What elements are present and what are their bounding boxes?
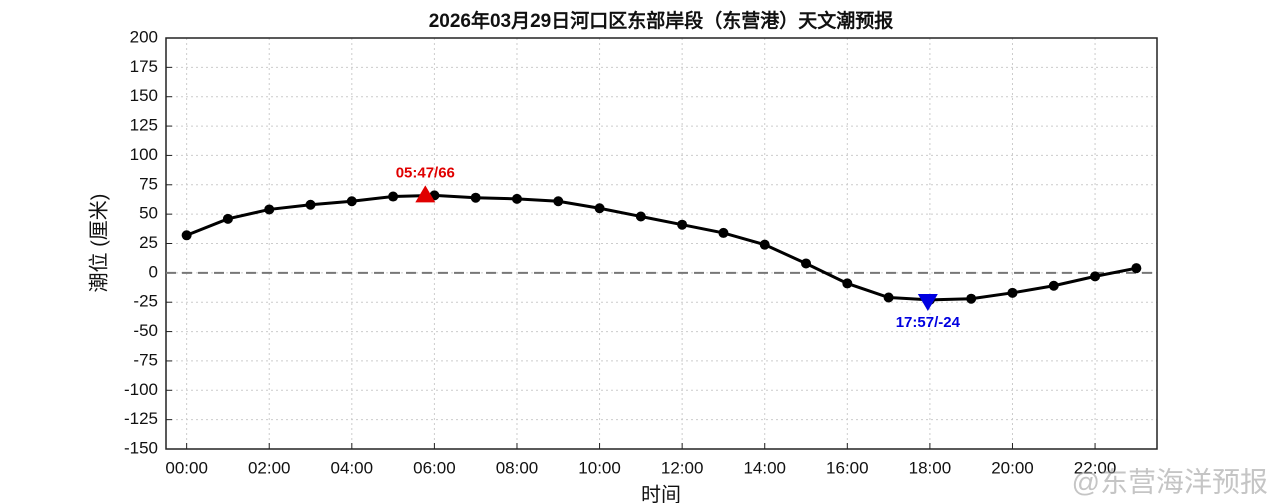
data-point: [181, 230, 192, 241]
x-tick-label: 02:00: [248, 458, 291, 477]
x-tick-label: 14:00: [743, 458, 786, 477]
data-point: [1131, 263, 1142, 274]
y-tick-label: 150: [130, 86, 158, 105]
data-point: [388, 191, 399, 202]
data-point: [1007, 287, 1018, 298]
x-tick-label: 00:00: [165, 458, 208, 477]
data-point: [801, 258, 812, 269]
plot-frame: [165, 37, 1158, 450]
chart-title: 2026年03月29日河口区东部岸段（东营港）天文潮预报: [429, 9, 894, 32]
y-tick-label: 100: [130, 145, 158, 164]
y-tick-label: 200: [130, 27, 158, 46]
data-point: [553, 196, 564, 207]
tide-line: [186, 193, 1137, 302]
data-point: [470, 192, 481, 203]
extreme-marker: [917, 294, 938, 312]
data-point: [759, 239, 770, 250]
data-point: [966, 293, 977, 304]
data-point: [883, 292, 894, 303]
y-tick-label: -25: [133, 292, 158, 311]
y-tick-label: 0: [149, 262, 158, 281]
data-point: [635, 211, 646, 222]
x-tick-label: 10:00: [578, 458, 621, 477]
data-point: [842, 278, 853, 289]
y-tick-label: 75: [139, 174, 158, 193]
y-tick-label: -100: [124, 380, 158, 399]
y-tick-label: -50: [133, 321, 158, 340]
data-point: [1090, 271, 1101, 282]
y-tick-label: 125: [130, 116, 158, 135]
extreme-label: 05:47/66: [396, 164, 455, 181]
y-axis-label: 潮位 (厘米): [87, 194, 110, 293]
x-tick-label: 20:00: [991, 458, 1034, 477]
y-tick-label: -125: [124, 409, 158, 428]
x-axis-label: 时间: [641, 483, 681, 503]
data-point: [718, 227, 729, 238]
y-tick-label: 50: [139, 204, 158, 223]
data-point: [305, 199, 316, 210]
data-point: [346, 196, 357, 207]
data-point: [677, 219, 688, 230]
x-tick-label: 12:00: [661, 458, 704, 477]
data-point: [264, 204, 275, 215]
y-tick-label: 25: [139, 233, 158, 252]
x-tick-label: 16:00: [826, 458, 869, 477]
data-point: [594, 203, 605, 214]
x-tick-label: 18:00: [909, 458, 952, 477]
x-tick-label: 06:00: [413, 458, 456, 477]
x-tick-label: 22:00: [1074, 458, 1117, 477]
y-tick-label: -150: [124, 438, 158, 457]
extreme-marker: [415, 185, 436, 203]
data-point: [511, 193, 522, 204]
watermark: @东营海洋预报: [1072, 466, 1268, 497]
y-tick-label: -75: [133, 350, 158, 369]
x-tick-label: 08:00: [496, 458, 539, 477]
data-point: [222, 213, 233, 224]
x-tick-label: 04:00: [331, 458, 374, 477]
y-tick-label: 175: [130, 57, 158, 76]
extreme-label: 17:57/-24: [896, 314, 961, 331]
data-point: [1048, 280, 1059, 291]
